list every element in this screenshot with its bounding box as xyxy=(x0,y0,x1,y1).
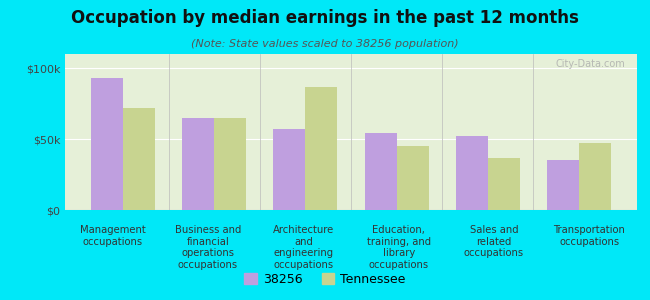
Bar xyxy=(182,118,214,210)
Bar xyxy=(456,136,488,210)
Text: Transportation
occupations: Transportation occupations xyxy=(553,225,625,247)
Bar xyxy=(214,118,246,210)
Bar xyxy=(123,108,155,210)
Legend: 38256, Tennessee: 38256, Tennessee xyxy=(239,268,411,291)
Bar xyxy=(274,129,305,210)
Bar xyxy=(91,78,123,210)
Text: Sales and
related
occupations: Sales and related occupations xyxy=(464,225,524,258)
Bar xyxy=(488,158,520,210)
Bar xyxy=(306,87,337,210)
Bar xyxy=(365,134,396,210)
Text: (Note: State values scaled to 38256 population): (Note: State values scaled to 38256 popu… xyxy=(191,39,459,49)
Text: Management
occupations: Management occupations xyxy=(80,225,146,247)
Bar xyxy=(579,143,611,210)
Bar xyxy=(547,160,579,210)
Text: City-Data.com: City-Data.com xyxy=(556,59,625,69)
Text: Business and
financial
operations
occupations: Business and financial operations occupa… xyxy=(175,225,241,270)
Text: Education,
training, and
library
occupations: Education, training, and library occupat… xyxy=(367,225,431,270)
Text: Architecture
and
engineering
occupations: Architecture and engineering occupations xyxy=(273,225,334,270)
Text: Occupation by median earnings in the past 12 months: Occupation by median earnings in the pas… xyxy=(71,9,579,27)
Bar xyxy=(396,146,428,210)
